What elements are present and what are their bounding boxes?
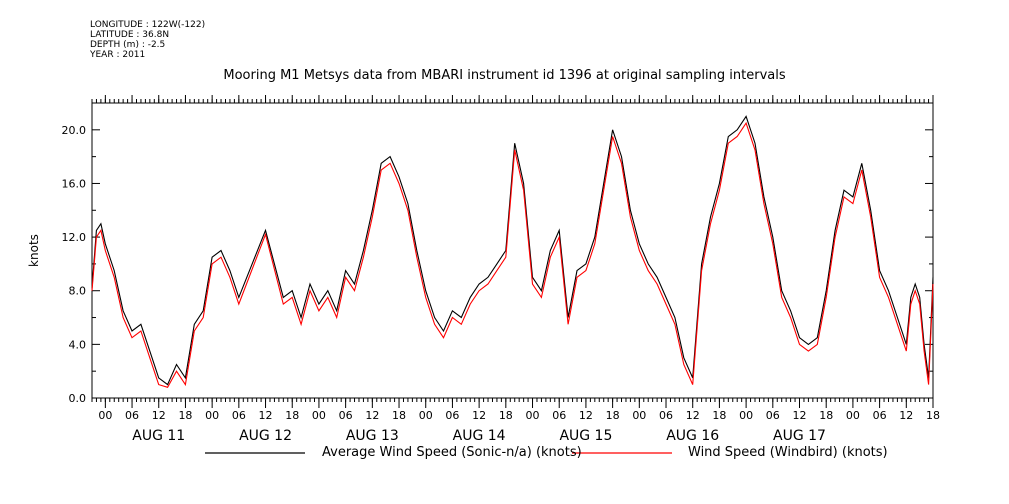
day-label: AUG 16 (666, 428, 719, 444)
x-tick-label: 12 (259, 409, 273, 422)
x-tick-label: 18 (712, 409, 726, 422)
day-label: AUG 11 (132, 428, 185, 444)
latitude-text: LATITUDE : 36.8N (90, 30, 170, 40)
day-label: AUG 13 (346, 428, 399, 444)
x-tick-label: 12 (365, 409, 379, 422)
x-tick-label: 12 (579, 409, 593, 422)
x-tick-label: 00 (205, 409, 219, 422)
y-axis-label: knots (27, 234, 41, 267)
x-tick-label: 12 (152, 409, 166, 422)
x-tick-label: 18 (926, 409, 940, 422)
x-tick-label: 12 (899, 409, 913, 422)
x-tick-label: 00 (632, 409, 646, 422)
x-tick-label: 12 (472, 409, 486, 422)
longitude-text: LONGITUDE : 122W(-122) (90, 20, 206, 30)
x-tick-label: 06 (445, 409, 459, 422)
x-tick-label: 18 (178, 409, 192, 422)
x-tick-label: 06 (766, 409, 780, 422)
x-tick-label: 00 (419, 409, 433, 422)
day-label: AUG 12 (239, 428, 292, 444)
y-tick-label: 8.0 (69, 285, 87, 298)
plot-frame (91, 102, 934, 399)
y-tick-label: 4.0 (69, 338, 87, 351)
year-text: YEAR : 2011 (90, 50, 146, 60)
depth-text: DEPTH (m) : -2.5 (90, 40, 166, 50)
x-tick-label: 18 (819, 409, 833, 422)
series-line-sonic (91, 115, 934, 386)
x-tick-label: 18 (499, 409, 513, 422)
x-tick-label: 00 (312, 409, 326, 422)
metadata-block: LONGITUDE : 122W(-122) LATITUDE : 36.8N … (90, 20, 205, 60)
x-tick-label: 06 (125, 409, 139, 422)
y-tick-label: 20.0 (62, 124, 87, 137)
legend-label-sonic: Average Wind Speed (Sonic-n/a) (knots) (322, 445, 582, 460)
series-line-windbird (91, 121, 934, 388)
legend-label-windbird: Wind Speed (Windbird) (knots) (688, 445, 888, 460)
x-tick-label: 06 (232, 409, 246, 422)
y-tick-label: 12.0 (62, 231, 87, 244)
day-label: AUG 17 (773, 428, 826, 444)
x-tick-label: 00 (739, 409, 753, 422)
x-tick-label: 18 (285, 409, 299, 422)
x-tick-label: 06 (659, 409, 673, 422)
x-tick-label: 00 (98, 409, 112, 422)
x-tick-label: 18 (606, 409, 620, 422)
chart-title: Mooring M1 Metsys data from MBARI instru… (223, 68, 786, 83)
x-tick-label: 18 (392, 409, 406, 422)
x-tick-label: 12 (793, 409, 807, 422)
day-label: AUG 15 (559, 428, 612, 444)
x-tick-label: 06 (552, 409, 566, 422)
x-tick-label: 06 (873, 409, 887, 422)
x-tick-label: 00 (526, 409, 540, 422)
x-tick-label: 12 (686, 409, 700, 422)
x-tick-label: 06 (339, 409, 353, 422)
y-tick-label: 0.0 (69, 392, 87, 405)
day-label: AUG 14 (453, 428, 506, 444)
x-tick-label: 00 (846, 409, 860, 422)
y-tick-label: 16.0 (62, 177, 87, 190)
